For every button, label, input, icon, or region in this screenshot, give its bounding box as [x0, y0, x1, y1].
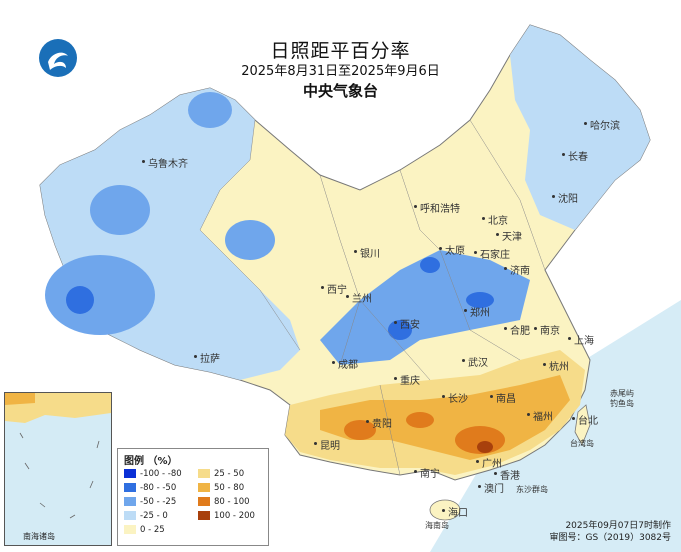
- legend-label: -25 - 0: [140, 511, 168, 521]
- city-label: 济南: [504, 262, 530, 277]
- city-label: 昆明: [314, 437, 340, 452]
- legend-title: 图例 （%）: [124, 456, 178, 467]
- legend-item: 0 - 25: [124, 525, 165, 535]
- city-label: 西宁: [321, 281, 347, 296]
- city-label: 上海: [568, 332, 594, 347]
- city-label: 拉萨: [194, 350, 220, 365]
- map-agency: 中央气象台: [302, 82, 378, 100]
- map-title: 日照距平百分率: [270, 40, 411, 62]
- legend-item: 80 - 100: [198, 497, 250, 507]
- island-label: 台湾岛: [570, 439, 594, 448]
- island-label: 海南岛: [425, 521, 449, 530]
- legend-item: 100 - 200: [198, 511, 255, 521]
- hainan-outline: [429, 499, 461, 521]
- city-label: 澳门: [478, 480, 504, 495]
- province-borders: [199, 119, 546, 476]
- legend-label: 80 - 100: [214, 497, 250, 507]
- city-label: 兰州: [346, 290, 372, 305]
- legend-item: 50 - 80: [198, 483, 244, 493]
- city-label: 广州: [476, 455, 502, 470]
- city-label: 合肥: [504, 322, 530, 337]
- legend-label: 0 - 25: [140, 525, 165, 535]
- legend-item: 25 - 50: [198, 469, 244, 479]
- city-label: 南宁: [414, 465, 440, 480]
- island-label: 东沙群岛: [516, 485, 548, 494]
- city-label: 哈尔滨: [584, 117, 620, 132]
- legend-swatch: [198, 483, 210, 492]
- city-label: 长春: [562, 148, 588, 163]
- city-label: 西安: [394, 316, 420, 331]
- footer-made-time: 2025年09月07日7时制作: [565, 521, 671, 531]
- region-central-below: [320, 250, 530, 365]
- legend-label: 50 - 80: [214, 483, 245, 493]
- legend-swatch: [198, 511, 210, 520]
- cma-logo-icon: [39, 39, 77, 77]
- city-label: 福州: [527, 408, 553, 423]
- legend-item: -80 - -50: [124, 483, 176, 493]
- city-label: 沈阳: [552, 190, 578, 205]
- city-label: 成都: [332, 356, 358, 371]
- taiwan-outline: [574, 404, 591, 446]
- region-northeast-below: [510, 25, 650, 230]
- city-label: 香港: [494, 467, 520, 482]
- legend-label: 100 - 200: [214, 511, 255, 521]
- legend-label: -100 - -80: [140, 469, 182, 479]
- legend-swatch: [124, 469, 136, 478]
- legend-label: 25 - 50: [214, 469, 245, 479]
- city-label: 长沙: [442, 390, 468, 405]
- legend-swatch: [124, 483, 136, 492]
- city-label: 北京: [482, 212, 508, 227]
- footer-review-number: 审图号：GS（2019）3082号: [549, 533, 672, 543]
- legend-label: -80 - -50: [140, 483, 177, 493]
- south-china-sea-inset: 南海诸岛: [4, 392, 112, 546]
- city-label: 南京: [534, 322, 560, 337]
- legend-swatch: [124, 497, 136, 506]
- city-label: 南昌: [490, 390, 516, 405]
- city-label: 石家庄: [474, 246, 510, 261]
- legend-item: -50 - -25: [124, 497, 176, 507]
- city-label: 呼和浩特: [414, 200, 460, 215]
- city-label: 武汉: [462, 354, 488, 369]
- legend: 图例 （%） -100 - -80 -80 - -50 -50 - -25 -25 -…: [117, 448, 269, 546]
- inset-map: [5, 393, 111, 545]
- city-label: 海口: [442, 504, 468, 519]
- legend-item: -25 - 0: [124, 511, 168, 521]
- legend-swatch: [198, 497, 210, 506]
- inset-label: 南海诸岛: [23, 532, 55, 541]
- map-period: 2025年8月31日至2025年9月6日: [241, 64, 440, 79]
- city-label: 郑州: [464, 304, 490, 319]
- legend-item: -100 - -80: [124, 469, 182, 479]
- city-label: 杭州: [543, 358, 569, 373]
- city-label: 太原: [439, 242, 465, 257]
- city-label: 乌鲁木齐: [142, 155, 188, 170]
- city-label: 贵阳: [366, 415, 392, 430]
- island-label: 赤尾屿: [610, 389, 634, 398]
- city-label: 银川: [354, 245, 380, 260]
- city-label: 天津: [496, 228, 522, 243]
- legend-swatch: [124, 511, 136, 520]
- island-label: 钓鱼岛: [610, 399, 634, 408]
- city-label: 台北: [572, 412, 598, 427]
- legend-label: -50 - -25: [140, 497, 177, 507]
- legend-swatch: [198, 469, 210, 478]
- legend-swatch: [124, 525, 136, 534]
- city-label: 重庆: [394, 372, 420, 387]
